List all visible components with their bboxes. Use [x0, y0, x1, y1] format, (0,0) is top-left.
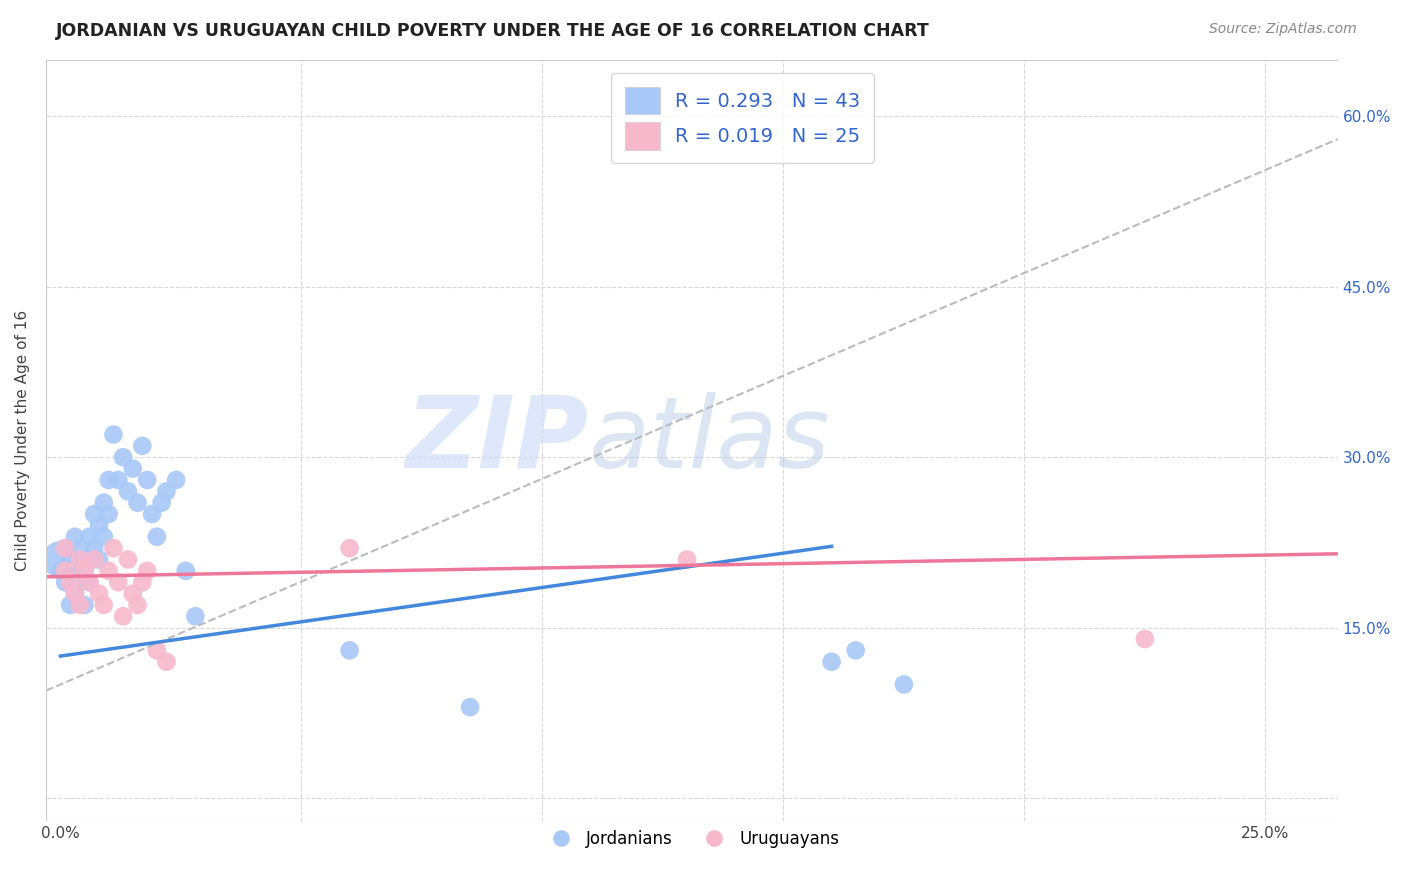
Point	[339, 643, 361, 657]
Point	[79, 575, 101, 590]
Point	[150, 496, 173, 510]
Point	[63, 586, 86, 600]
Point	[59, 575, 82, 590]
Text: JORDANIAN VS URUGUAYAN CHILD POVERTY UNDER THE AGE OF 16 CORRELATION CHART: JORDANIAN VS URUGUAYAN CHILD POVERTY UND…	[56, 22, 929, 40]
Point	[59, 552, 82, 566]
Point	[121, 586, 143, 600]
Point	[73, 564, 96, 578]
Point	[79, 530, 101, 544]
Point	[107, 473, 129, 487]
Point	[174, 564, 197, 578]
Point	[93, 598, 115, 612]
Point	[83, 541, 105, 555]
Point	[69, 575, 91, 590]
Point	[131, 575, 153, 590]
Point	[146, 530, 169, 544]
Point	[121, 461, 143, 475]
Point	[87, 518, 110, 533]
Point	[103, 541, 125, 555]
Point	[83, 552, 105, 566]
Point	[117, 484, 139, 499]
Point	[79, 552, 101, 566]
Text: ZIP: ZIP	[405, 392, 589, 489]
Point	[59, 598, 82, 612]
Point	[136, 564, 159, 578]
Point	[103, 427, 125, 442]
Point	[820, 655, 842, 669]
Point	[83, 507, 105, 521]
Point	[127, 496, 149, 510]
Text: atlas: atlas	[589, 392, 830, 489]
Point	[93, 530, 115, 544]
Point	[141, 507, 163, 521]
Point	[97, 564, 120, 578]
Legend: Jordanians, Uruguayans: Jordanians, Uruguayans	[537, 823, 846, 855]
Point	[107, 575, 129, 590]
Point	[131, 439, 153, 453]
Point	[53, 541, 76, 555]
Point	[63, 564, 86, 578]
Point	[49, 564, 72, 578]
Y-axis label: Child Poverty Under the Age of 16: Child Poverty Under the Age of 16	[15, 310, 30, 571]
Point	[458, 700, 481, 714]
Point	[165, 473, 187, 487]
Point	[339, 541, 361, 555]
Point	[63, 530, 86, 544]
Point	[136, 473, 159, 487]
Point	[893, 677, 915, 691]
Point	[155, 484, 177, 499]
Point	[127, 598, 149, 612]
Point	[53, 541, 76, 555]
Point	[87, 586, 110, 600]
Point	[63, 586, 86, 600]
Point	[155, 655, 177, 669]
Point	[184, 609, 207, 624]
Point	[53, 564, 76, 578]
Point	[79, 575, 101, 590]
Point	[112, 450, 135, 465]
Point	[53, 575, 76, 590]
Point	[676, 552, 699, 566]
Text: Source: ZipAtlas.com: Source: ZipAtlas.com	[1209, 22, 1357, 37]
Point	[93, 496, 115, 510]
Point	[112, 609, 135, 624]
Point	[117, 552, 139, 566]
Point	[146, 643, 169, 657]
Point	[73, 598, 96, 612]
Point	[97, 507, 120, 521]
Point	[97, 473, 120, 487]
Point	[1133, 632, 1156, 646]
Point	[69, 541, 91, 555]
Point	[73, 564, 96, 578]
Point	[87, 552, 110, 566]
Point	[69, 598, 91, 612]
Point	[845, 643, 868, 657]
Point	[49, 552, 72, 566]
Point	[69, 552, 91, 566]
